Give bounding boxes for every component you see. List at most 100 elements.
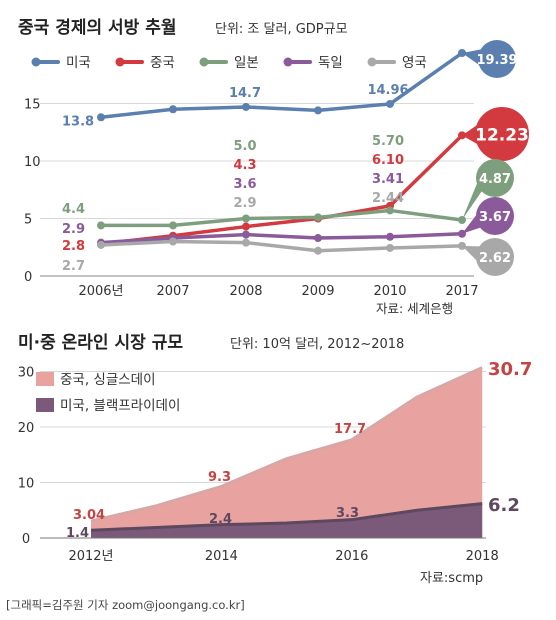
chart2-ytick-label-20: 20 <box>18 421 35 436</box>
callout-value-2: 4.87 <box>479 172 511 187</box>
ytick-label-15: 15 <box>24 98 41 113</box>
series-point-2-4 <box>386 206 394 215</box>
series-point-4-0 <box>97 240 105 249</box>
series-line-4 <box>100 239 463 253</box>
series-point-4-4 <box>386 243 394 252</box>
legend-label-4: 영국 <box>402 55 427 71</box>
chart2-data-label-1-2: 2.4 <box>209 512 232 527</box>
chart1-title: 중국 경제의 서방 추월 <box>18 18 177 38</box>
data-label-0-4: 14.96 <box>367 83 408 98</box>
chart2-ytick-label-0: 0 <box>22 532 30 547</box>
chart1-unit-note: 단위: 조 달러, GDP규모 <box>215 22 348 37</box>
legend-label-1: 중국 <box>150 55 175 71</box>
series-point-1-2 <box>242 222 250 231</box>
xtick-label-4: 2010 <box>373 284 406 299</box>
data-label-4-2006: 2.7 <box>62 259 85 274</box>
series-point-0-2 <box>242 102 250 111</box>
chart2-data-label-1-0: 1.4 <box>66 526 89 541</box>
legend-dot-2 <box>199 57 209 67</box>
data-label-3-4: 3.41 <box>372 172 404 187</box>
legend-label-3: 독일 <box>318 55 343 71</box>
xtick-label-2: 2008 <box>229 284 262 299</box>
legend-dot-4 <box>367 57 377 67</box>
series-point-4-2 <box>242 238 250 247</box>
chart2-unit-note: 단위: 10억 달러, 2012~2018 <box>230 337 404 352</box>
graphic-credit: [그래픽=김주원 기자 zoom@joongang.co.kr] <box>6 598 245 612</box>
chart2-data-label-1-6: 6.2 <box>488 495 520 516</box>
series-line-0 <box>100 51 464 120</box>
data-label-2-2006: 4.4 <box>62 202 85 217</box>
ytick-label-5: 5 <box>24 213 32 228</box>
chart2-title: 미·중 온라인 시장 규모 <box>18 333 183 353</box>
area-line-0 <box>90 366 483 523</box>
series-line-2 <box>101 208 463 228</box>
callout-bubble-1 <box>475 107 529 161</box>
data-label-0-2006: 13.8 <box>62 114 94 129</box>
series-point-0-4 <box>386 99 394 108</box>
data-label-0-2: 14.7 <box>229 86 261 101</box>
legend-label-0: 미국 <box>66 55 91 71</box>
data-label-1-2: 4.3 <box>233 158 256 173</box>
chart2-legend-swatch-0 <box>36 372 54 386</box>
chart2-legend-swatch-1 <box>36 398 54 412</box>
area-line-1 <box>90 502 483 532</box>
data-label-4-2: 2.9 <box>233 196 256 211</box>
area-fill-1 <box>91 503 483 538</box>
series-line-3 <box>100 232 463 245</box>
xtick-label-0: 2006년 <box>78 284 123 299</box>
series-point-2-1 <box>169 221 177 230</box>
legend-dot-3 <box>283 57 293 67</box>
series-line-1 <box>100 134 464 246</box>
series-point-2-3 <box>314 213 322 222</box>
legend-dot-0 <box>31 57 41 67</box>
chart2-xtick-label-1: 2014 <box>205 549 238 564</box>
chart2-data-label-1-4: 3.3 <box>336 506 359 521</box>
chart2-xtick-label-0: 2012년 <box>68 549 113 564</box>
series-point-0-3 <box>314 106 322 115</box>
chart2-legend-label-0: 중국, 싱글스데이 <box>60 372 156 388</box>
series-point-0-1 <box>169 105 177 114</box>
callout-bubble-3 <box>476 197 514 235</box>
chart2-data-label-0-4: 17.7 <box>334 422 366 437</box>
xtick-label-5: 2017 <box>445 284 478 299</box>
xtick-label-3: 2009 <box>301 284 334 299</box>
data-label-2-2: 5.0 <box>233 139 256 154</box>
chart2-xtick-label-3: 2018 <box>466 549 499 564</box>
chart2-legend-label-1: 미국, 블랙프라이데이 <box>60 398 180 414</box>
chart2-xtick-label-2: 2016 <box>335 549 368 564</box>
data-label-1-4: 6.10 <box>372 153 404 168</box>
series-point-3-2 <box>242 230 250 239</box>
chart2-data-label-0-6: 30.7 <box>488 359 532 380</box>
callout-bubble-4 <box>476 238 514 276</box>
data-label-1-2006: 2.8 <box>62 239 85 254</box>
callout-bubble-0 <box>478 40 516 78</box>
data-label-3-2: 3.6 <box>233 177 256 192</box>
chart2-ytick-label-10: 10 <box>18 477 35 492</box>
data-label-4-4: 2.44 <box>372 191 404 206</box>
data-label-2-4: 5.70 <box>372 134 404 149</box>
series-point-2-2 <box>242 214 250 223</box>
series-point-2-0 <box>97 221 105 230</box>
series-point-0-0 <box>97 113 105 122</box>
series-point-4-3 <box>314 246 322 255</box>
callout-value-0: 19.39 <box>476 53 517 68</box>
chart2-data-label-0-2: 9.3 <box>208 470 231 485</box>
ytick-label-10: 10 <box>24 155 41 170</box>
area-fill-0 <box>91 367 483 538</box>
legend-label-2: 일본 <box>234 55 259 71</box>
chart1-source: 자료: 세계은행 <box>376 301 453 316</box>
callout-value-1: 12.23 <box>475 125 529 145</box>
callout-value-4: 2.62 <box>479 251 511 266</box>
chart2-source: 자료:scmp <box>420 571 483 586</box>
chart2-data-label-0-0: 3.04 <box>73 508 105 523</box>
legend-dot-1 <box>115 57 125 67</box>
chart2-ytick-label-30: 30 <box>18 366 35 381</box>
callout-value-3: 3.67 <box>479 210 511 225</box>
xtick-label-1: 2007 <box>156 284 189 299</box>
ytick-label-0: 0 <box>24 270 32 285</box>
series-point-3-3 <box>314 234 322 243</box>
series-point-4-1 <box>169 237 177 246</box>
series-point-3-4 <box>386 232 394 241</box>
data-label-3-2006: 2.9 <box>62 222 85 237</box>
